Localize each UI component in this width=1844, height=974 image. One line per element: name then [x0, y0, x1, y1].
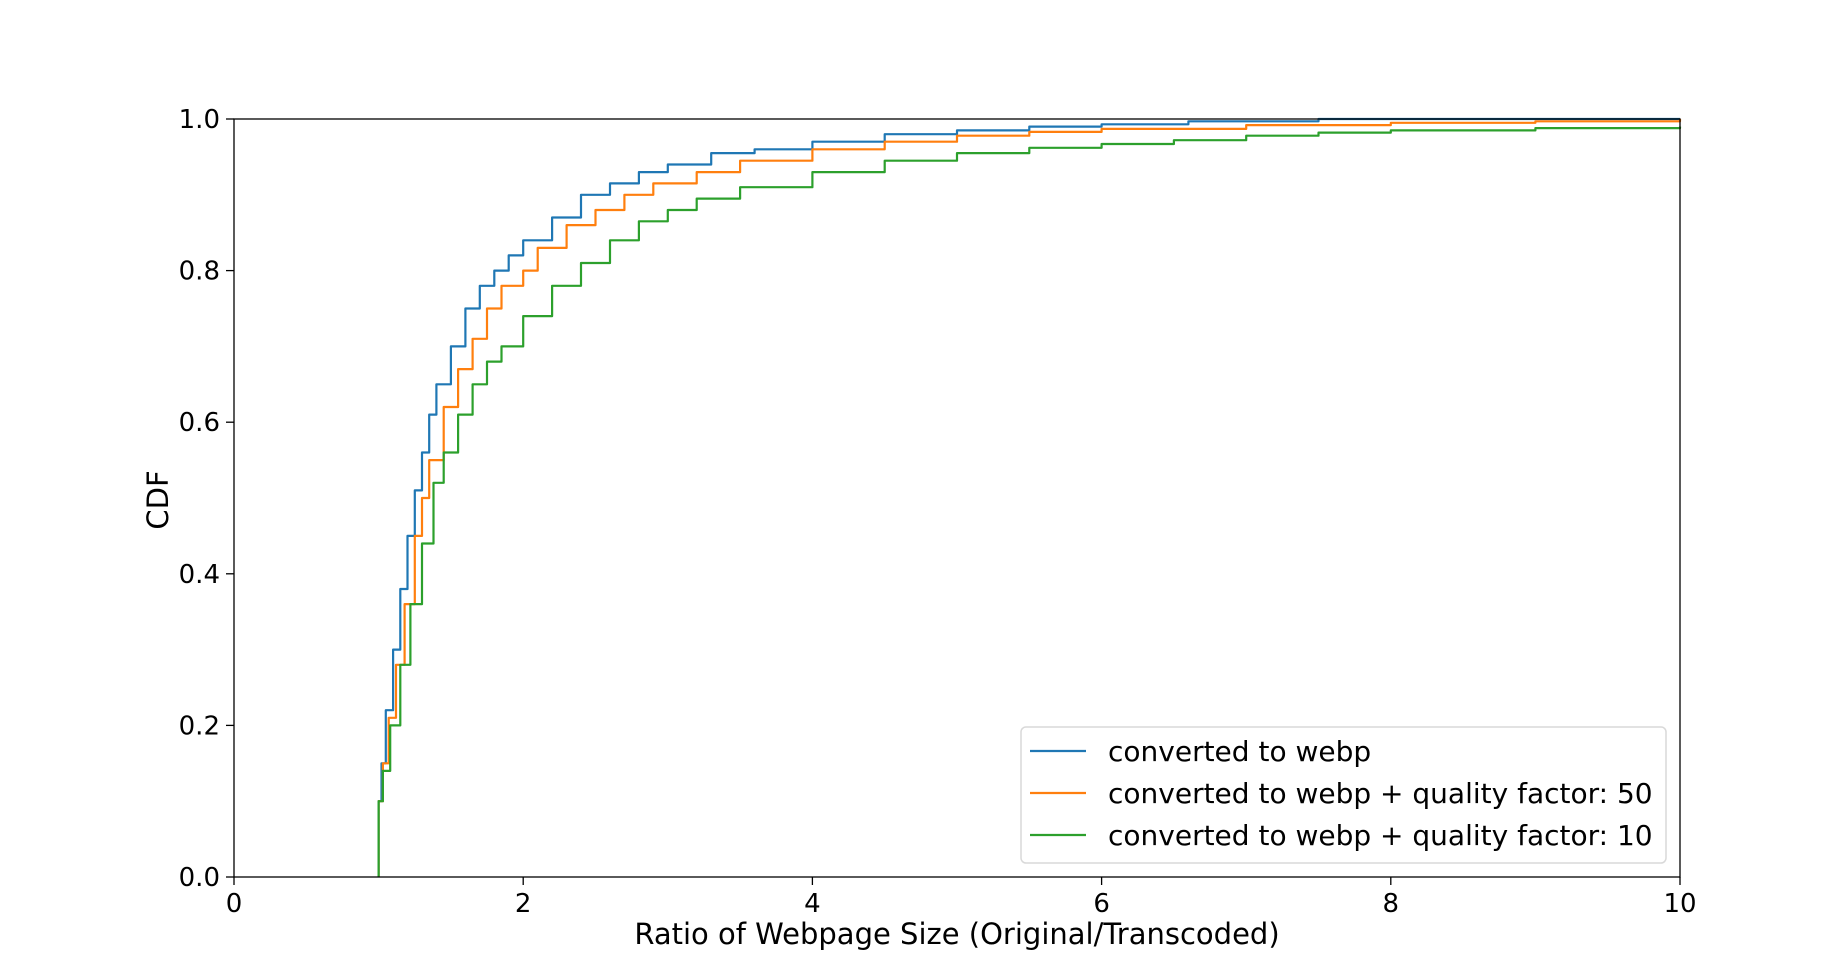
x-tick-label: 4 [804, 889, 821, 919]
x-tick-label: 2 [515, 889, 532, 919]
y-tick-label: 1.0 [179, 105, 220, 135]
legend-label-1: converted to webp [1108, 735, 1371, 768]
legend-label-3: converted to webp + quality factor: 10 [1108, 819, 1653, 852]
series-line-1 [377, 117, 1680, 877]
legend-items: converted to webp converted to webp + qua… [1030, 735, 1653, 852]
x-axis-label: Ratio of Webpage Size (Original/Transcod… [634, 917, 1279, 951]
legend-label-2: converted to webp + quality factor: 50 [1108, 777, 1653, 810]
x-tick-label: 6 [1093, 889, 1110, 919]
x-tick-label: 8 [1383, 889, 1400, 919]
axes-frame [233, 118, 1681, 878]
x-tick-label: 0 [226, 889, 243, 919]
y-tick-label: 0.6 [179, 408, 220, 438]
series-line-3 [377, 126, 1682, 877]
y-tick-label: 0.8 [179, 257, 220, 287]
y-tick-label: 0.0 [179, 863, 220, 893]
legend: converted to webp converted to webp + qua… [1020, 726, 1667, 864]
series-layer [377, 117, 1682, 877]
legend-frame [1020, 726, 1667, 864]
y-axis-label: CDF [141, 470, 175, 529]
x-tick-label: 10 [1663, 889, 1696, 919]
y-tick-label: 0.4 [179, 560, 220, 590]
y-tick-label: 0.2 [179, 711, 220, 741]
axes-layer: 0 2 4 6 8 10 0.0 0.2 0.4 0.6 0.8 1.0 [179, 105, 1697, 919]
